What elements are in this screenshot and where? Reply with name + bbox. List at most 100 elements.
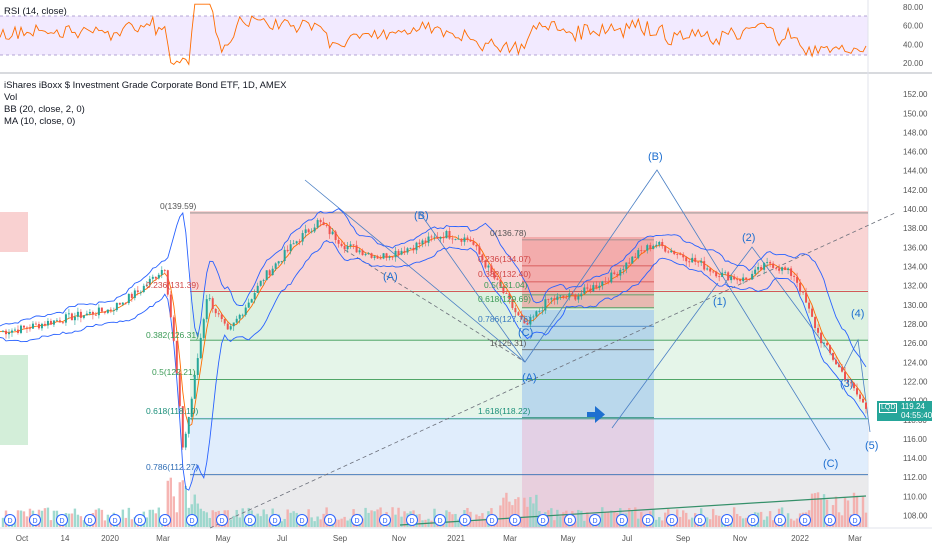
dividend-marker[interactable]: D	[134, 514, 146, 526]
volume-bar	[496, 519, 499, 527]
dividend-marker[interactable]: D	[84, 514, 96, 526]
dividend-marker[interactable]: D	[351, 514, 363, 526]
candle-body	[832, 352, 835, 360]
volume-legend[interactable]: Vol	[4, 92, 18, 103]
volume-bar	[289, 512, 292, 527]
dividend-marker[interactable]: D	[406, 514, 418, 526]
svg-text:D: D	[619, 518, 624, 525]
ma-legend[interactable]: MA (10, close, 0)	[4, 116, 76, 127]
dividend-marker[interactable]: D	[589, 514, 601, 526]
dividend-marker[interactable]: D	[159, 514, 171, 526]
time-axis[interactable]: Oct 14 2020 Mar May Jul Sep Nov 2021 Mar May Jul Sep…	[16, 534, 862, 543]
fib1-label-0382: 0.382(126.31)	[146, 330, 199, 340]
candle-body	[691, 257, 694, 263]
candle-body	[253, 293, 256, 300]
fib-lines	[190, 212, 868, 476]
candle-body	[511, 299, 514, 309]
svg-text:D: D	[247, 518, 252, 525]
candle-body	[505, 293, 508, 294]
volume-bar	[484, 518, 487, 527]
volume-bar	[376, 509, 379, 527]
dividend-marker[interactable]: D	[109, 514, 121, 526]
dividend-marker[interactable]: D	[186, 514, 198, 526]
dividend-marker[interactable]: D	[29, 514, 41, 526]
price-axis[interactable]: 152.00 150.00 148.00 146.00 144.00 142.00 140.…	[903, 90, 928, 520]
time-tick-label: Jul	[622, 534, 632, 543]
candle-body	[364, 254, 367, 256]
candle-body	[352, 244, 355, 246]
dividend-marker[interactable]: D	[824, 514, 836, 526]
volume-bar	[196, 503, 199, 527]
dividend-marker[interactable]: D	[537, 514, 549, 526]
dividend-marker[interactable]: D	[642, 514, 654, 526]
fib2-label-1: 1(125.31)	[490, 338, 527, 348]
dividend-marker[interactable]: D	[747, 514, 759, 526]
candle-body	[727, 272, 730, 281]
candle-body	[100, 307, 103, 312]
candle-body	[559, 295, 562, 297]
chart-title[interactable]: iShares iBoxx $ Investment Grade Corpora…	[4, 80, 287, 91]
dividend-marker[interactable]: D	[721, 514, 733, 526]
volume-bar	[553, 520, 556, 527]
volume-bar	[268, 519, 271, 527]
dividend-marker[interactable]: D	[799, 514, 811, 526]
candle-body	[31, 323, 34, 329]
candle-body	[490, 265, 493, 273]
candle-body	[274, 263, 277, 269]
candle-body	[493, 272, 496, 279]
dividend-marker[interactable]: D	[564, 514, 576, 526]
volume-bar	[559, 516, 562, 527]
price-tick-label: 110.00	[903, 492, 927, 501]
dividend-marker[interactable]: D	[4, 514, 16, 526]
dividend-marker[interactable]: D	[216, 514, 228, 526]
candles	[1, 217, 867, 451]
dividend-marker[interactable]: D	[616, 514, 628, 526]
dividend-marker[interactable]: D	[509, 514, 521, 526]
dividend-marker[interactable]: D	[774, 514, 786, 526]
dividend-marker[interactable]: D	[269, 514, 281, 526]
dividend-marker[interactable]: D	[434, 514, 446, 526]
candle-body	[595, 285, 598, 288]
volume-bar	[361, 518, 364, 527]
volume-bar	[121, 509, 125, 527]
candle-body	[406, 248, 409, 253]
candle-body	[346, 245, 349, 250]
volume-bar	[786, 513, 790, 527]
bb-legend[interactable]: BB (20, close, 2, 0)	[4, 104, 85, 115]
volume-bar	[517, 497, 520, 527]
candle-body	[127, 293, 130, 304]
volume-bar	[418, 514, 421, 527]
dividend-marker[interactable]: D	[486, 514, 498, 526]
last-price-value: 119.24	[901, 402, 925, 411]
candle-body	[694, 257, 697, 262]
candle-body	[589, 288, 592, 292]
candle-body	[487, 265, 490, 268]
candle-body	[865, 402, 867, 409]
dividend-marker[interactable]: D	[379, 514, 391, 526]
volume-bar	[169, 477, 173, 527]
dividend-marker[interactable]: D	[666, 514, 678, 526]
dividend-marker[interactable]: D	[694, 514, 706, 526]
volume-bar	[124, 517, 128, 527]
candle-body	[178, 372, 181, 407]
candle-body	[838, 364, 841, 368]
candle-body	[547, 299, 550, 300]
fib2-labels: 0(136.78) 0.236(134.07) 0.382(132.40) 0.…	[478, 228, 531, 416]
volume-bar	[586, 512, 589, 527]
dividend-marker[interactable]: D	[244, 514, 256, 526]
dividend-marker[interactable]: D	[296, 514, 308, 526]
svg-text:D: D	[112, 518, 117, 525]
dividend-marker[interactable]: D	[56, 514, 68, 526]
dividend-marker[interactable]: D	[324, 514, 336, 526]
candle-body	[472, 241, 475, 245]
candle-body	[826, 342, 829, 346]
candle-body	[196, 358, 199, 375]
dividend-marker[interactable]: D	[849, 514, 861, 526]
candle-body	[85, 313, 88, 316]
candle-body	[163, 269, 166, 271]
dividend-marker[interactable]: D	[459, 514, 471, 526]
rsi-axis[interactable]: 80.00 60.00 40.00 20.00	[903, 3, 924, 68]
volume-bar	[714, 515, 718, 527]
volume-bar	[688, 519, 691, 527]
